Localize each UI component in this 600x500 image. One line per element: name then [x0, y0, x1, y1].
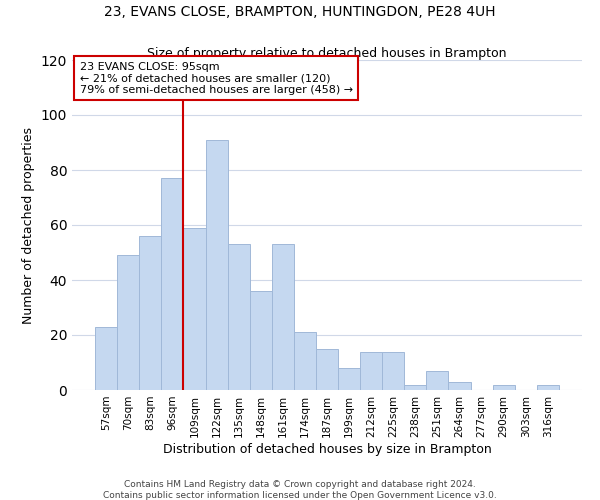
Text: 23 EVANS CLOSE: 95sqm
← 21% of detached houses are smaller (120)
79% of semi-det: 23 EVANS CLOSE: 95sqm ← 21% of detached … [80, 62, 353, 95]
Bar [272, 244, 294, 390]
Y-axis label: Number of detached properties: Number of detached properties [22, 126, 35, 324]
Bar [338, 368, 360, 390]
Bar [404, 384, 427, 390]
Bar [227, 244, 250, 390]
Bar [250, 291, 272, 390]
X-axis label: Distribution of detached houses by size in Brampton: Distribution of detached houses by size … [163, 442, 491, 456]
Text: 23, EVANS CLOSE, BRAMPTON, HUNTINGDON, PE28 4UH: 23, EVANS CLOSE, BRAMPTON, HUNTINGDON, P… [104, 5, 496, 19]
Bar [493, 384, 515, 390]
Bar [316, 349, 338, 390]
Text: Contains HM Land Registry data © Crown copyright and database right 2024.
Contai: Contains HM Land Registry data © Crown c… [103, 480, 497, 500]
Bar [427, 371, 448, 390]
Bar [382, 352, 404, 390]
Title: Size of property relative to detached houses in Brampton: Size of property relative to detached ho… [147, 47, 507, 60]
Bar [95, 327, 117, 390]
Bar [294, 332, 316, 390]
Bar [161, 178, 184, 390]
Bar [448, 382, 470, 390]
Bar [117, 255, 139, 390]
Bar [184, 228, 206, 390]
Bar [206, 140, 227, 390]
Bar [537, 384, 559, 390]
Bar [139, 236, 161, 390]
Bar [360, 352, 382, 390]
